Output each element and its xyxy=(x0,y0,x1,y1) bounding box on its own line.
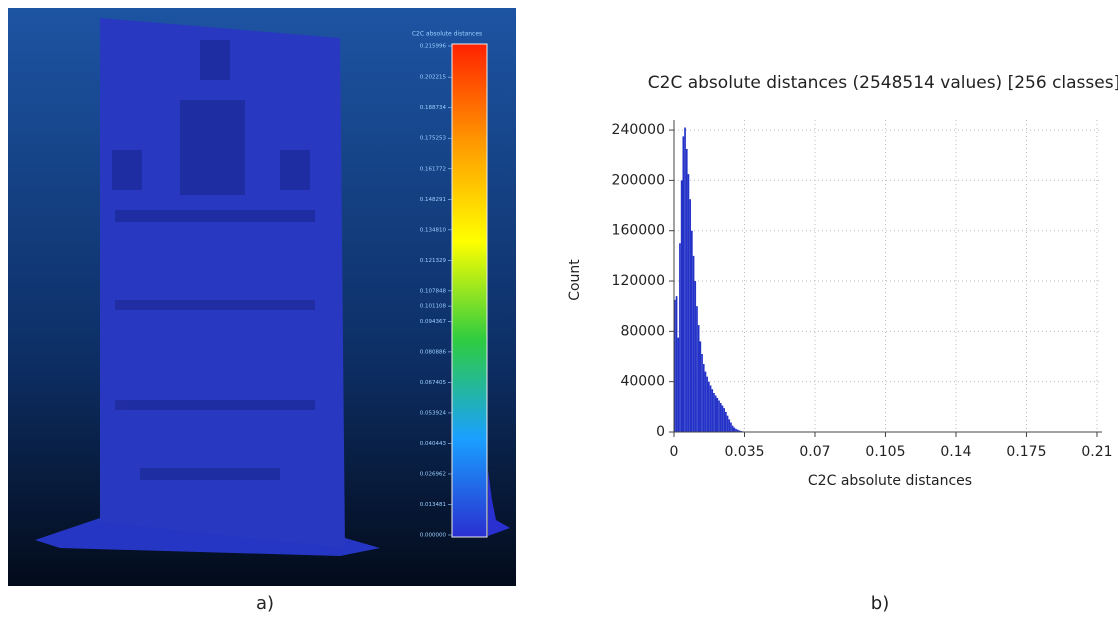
scale-tick-label: 0.202215 xyxy=(420,75,447,81)
scale-tick-label: 0.175253 xyxy=(420,136,447,142)
scale-tick-label: 0.080886 xyxy=(420,349,447,355)
histogram-bar xyxy=(714,395,717,432)
histogram-bar xyxy=(740,430,742,432)
scale-tick-label: 0.053924 xyxy=(420,410,447,416)
x-tick-label: 0 xyxy=(670,444,679,460)
x-axis-label: C2C absolute distances xyxy=(808,473,972,489)
histogram-bar xyxy=(701,354,703,432)
scale-tick-label: 0.000000 xyxy=(420,533,447,539)
histogram-bar xyxy=(707,381,710,432)
scale-histogram xyxy=(488,470,510,536)
scale-tick-label: 0.101108 xyxy=(420,304,447,310)
histogram-bar xyxy=(682,136,685,432)
histogram-bar xyxy=(696,306,698,432)
histogram-bar xyxy=(724,411,727,432)
scale-title: C2C absolute distances xyxy=(412,31,482,38)
histogram-bar xyxy=(679,243,681,432)
caption: a) xyxy=(256,593,274,614)
histogram-bar xyxy=(694,281,697,432)
x-tick-label: 0.175 xyxy=(1006,444,1046,460)
scale-tick-label: 0.026962 xyxy=(420,471,446,477)
histogram-bar xyxy=(730,422,732,432)
y-tick-label: 160000 xyxy=(612,223,665,239)
histogram-bar xyxy=(699,341,702,432)
histogram-bar xyxy=(733,427,736,432)
histogram-bar xyxy=(738,430,741,432)
histogram-bar xyxy=(684,127,686,432)
y-tick-label: 40000 xyxy=(620,374,665,390)
scale-tick-label: 0.215996 xyxy=(420,44,447,50)
histogram-bar xyxy=(735,428,737,432)
scale-tick-label: 0.161772 xyxy=(420,166,446,172)
histogram-bar xyxy=(704,371,707,432)
histogram-bar xyxy=(687,174,690,432)
histogram-bar xyxy=(726,415,729,432)
scale-tick-label: 0.121329 xyxy=(420,258,447,264)
scale-tick-label: 0.188734 xyxy=(420,105,447,111)
x-tick-label: 0.14 xyxy=(940,444,971,460)
histogram-bar xyxy=(697,325,700,432)
histogram-bar xyxy=(713,393,715,432)
y-tick-label: 120000 xyxy=(612,273,665,289)
y-tick-label: 80000 xyxy=(620,323,665,339)
histogram-bar xyxy=(706,376,708,432)
histogram-bar xyxy=(718,400,720,432)
scale-tick-label: 0.107848 xyxy=(420,288,447,294)
histogram-bar xyxy=(690,230,693,432)
histogram-bar xyxy=(719,403,722,432)
scale-tick-label: 0.094367 xyxy=(420,319,447,325)
histogram-bar xyxy=(702,364,705,432)
y-axis-label: Count xyxy=(567,259,583,301)
scale-tick-label: 0.040443 xyxy=(420,441,447,447)
scale-tick-label: 0.013481 xyxy=(420,502,446,508)
y-tick-label: 240000 xyxy=(612,122,665,138)
scale-tick-label: 0.148291 xyxy=(420,197,446,203)
histogram-bar xyxy=(680,180,683,432)
histogram-bar xyxy=(689,199,691,432)
histogram-bar xyxy=(723,408,725,432)
histogram-bar xyxy=(709,385,712,432)
x-tick-label: 0.105 xyxy=(865,444,905,460)
y-tick-label: 0 xyxy=(656,424,665,440)
facade-details xyxy=(112,40,315,480)
x-tick-label: 0.21 xyxy=(1081,444,1112,460)
x-tick-label: 0.035 xyxy=(724,444,764,460)
histogram-bar xyxy=(716,398,719,432)
scale-tick-label: 0.134810 xyxy=(420,227,447,233)
color-scale xyxy=(451,43,488,538)
y-tick-label: 200000 xyxy=(612,172,665,188)
chart-title: C2C absolute distances (2548514 values) … xyxy=(648,73,1118,93)
histogram-bar xyxy=(736,429,739,432)
histogram-bar xyxy=(675,296,678,432)
histogram-bar xyxy=(728,419,731,432)
histogram-bar xyxy=(692,255,695,432)
histogram-bar xyxy=(685,148,688,432)
histogram-bar xyxy=(674,299,676,432)
ground-plane xyxy=(35,518,380,556)
scale-tick-label: 0.067405 xyxy=(420,380,447,386)
x-tick-label: 0.07 xyxy=(799,444,830,460)
histogram-bar xyxy=(731,425,734,432)
histogram-bar xyxy=(721,405,724,432)
caption: b) xyxy=(871,593,889,614)
histogram-bar xyxy=(677,337,680,432)
histogram-bar xyxy=(711,389,714,432)
